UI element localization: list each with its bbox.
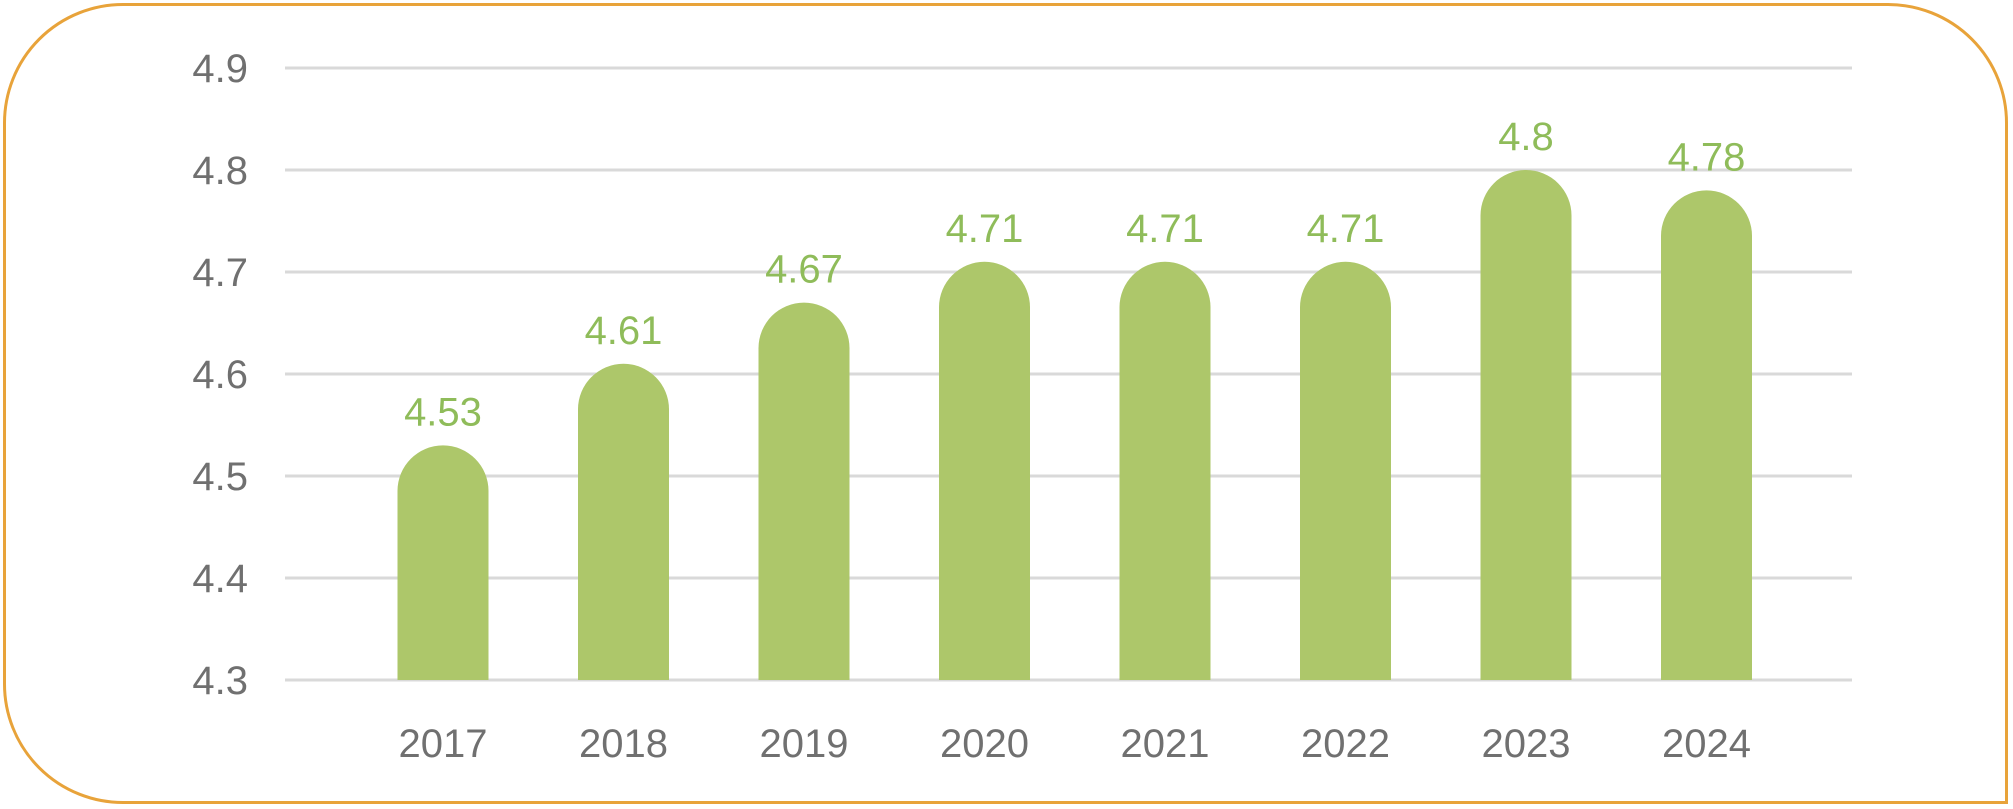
data-label-2018: 4.61 [585,309,663,353]
y-tick-label: 4.8 [192,149,248,193]
data-label-2024: 4.78 [1668,135,1746,179]
bar-2019 [758,302,850,680]
bar-2021 [1119,261,1211,680]
y-tick-label: 4.5 [192,455,248,499]
data-label-2023: 4.8 [1498,115,1554,159]
data-label-2020: 4.71 [946,207,1024,251]
bar-2024 [1661,190,1752,680]
x-tick-label: 2018 [579,722,668,766]
y-tick-label: 4.3 [192,659,248,703]
x-tick-label: 2023 [1482,722,1571,766]
bar-2020 [939,261,1030,680]
y-tick-label: 4.4 [192,557,248,601]
x-tick-label: 2019 [760,722,849,766]
x-tick-label: 2021 [1121,722,1210,766]
data-label-2017: 4.53 [404,390,482,434]
data-label-2022: 4.71 [1307,207,1385,251]
y-tick-label: 4.7 [192,251,248,295]
data-label-2021: 4.71 [1126,207,1204,251]
x-tick-label: 2020 [940,722,1029,766]
bar-2022 [1300,261,1391,680]
x-tick-label: 2017 [399,722,488,766]
y-axis-tick-labels: 4.3 4.4 4.5 4.6 4.7 4.8 4.9 [192,47,248,703]
bar-2017 [397,445,489,680]
gridlines [285,66,1852,682]
data-label-2019: 4.67 [765,248,843,292]
x-tick-label: 2024 [1662,722,1751,766]
bar-2023 [1480,170,1572,680]
y-tick-label: 4.6 [192,353,248,397]
y-tick-label: 4.9 [192,47,248,91]
data-labels: 4.53 4.61 4.67 4.71 4.71 4.71 4.8 4.78 [404,115,1745,434]
x-tick-label: 2022 [1301,722,1390,766]
x-axis-tick-labels: 2017 2018 2019 2020 2021 2022 2023 2024 [399,722,1751,766]
bar-2018 [578,363,669,680]
bars [397,170,1752,680]
